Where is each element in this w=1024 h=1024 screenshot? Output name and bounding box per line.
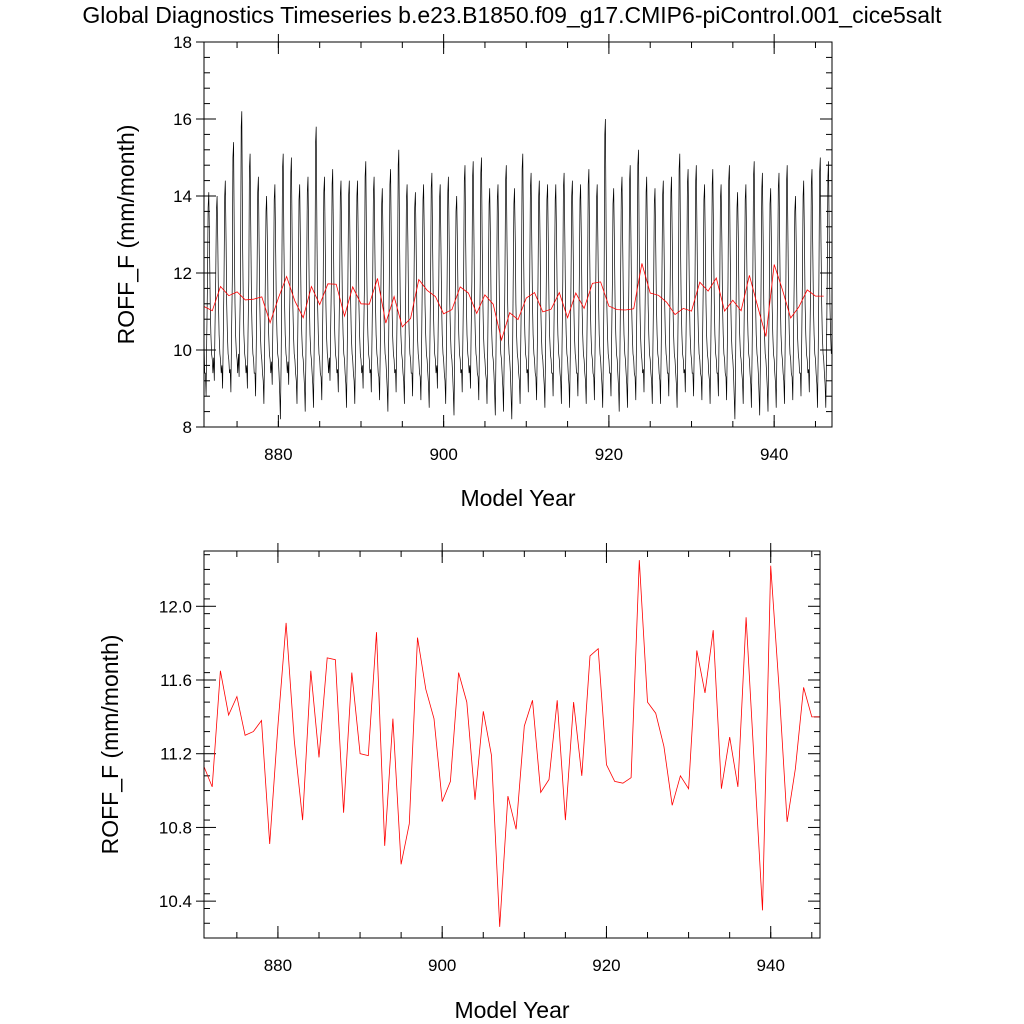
top-x-tick-label: 920 (595, 445, 623, 464)
top-plot-frame (203, 41, 833, 428)
top-y-axis-title: ROFF_F (mm/month) (113, 125, 139, 345)
top-x-tick-label: 880 (264, 445, 292, 464)
top-x-tick-label: 940 (760, 445, 788, 464)
bottom-x-tick-label: 900 (428, 956, 456, 975)
bottom-y-tick-label: 10.4 (159, 892, 192, 911)
top-y-tick-label: 10 (173, 341, 192, 360)
top-y-major-ticks (196, 41, 832, 428)
top-panel: 880 900 920 940 8 10 12 14 16 18 Model Year ROFF_F … (113, 33, 833, 511)
bottom-y-tick-label: 11.6 (160, 671, 192, 690)
bottom-annual-mean-series-line (204, 560, 820, 927)
bottom-x-tick-label: 920 (592, 956, 620, 975)
bottom-y-tick-label: 11.2 (160, 745, 192, 764)
top-y-tick-label: 16 (173, 110, 192, 129)
top-y-tick-label: 14 (173, 187, 192, 206)
page-title: Global Diagnostics Timeseries b.e23.B185… (82, 2, 942, 28)
bottom-y-tick-label: 10.8 (159, 818, 192, 837)
bottom-x-major-ticks (277, 543, 772, 938)
top-annual-mean-series-line (204, 263, 824, 342)
bottom-y-axis-title: ROFF_F (mm/month) (97, 635, 123, 855)
top-monthly-series-line (204, 111, 832, 420)
bottom-x-tick-label: 940 (757, 956, 785, 975)
bottom-x-axis-title: Model Year (454, 997, 569, 1023)
bottom-y-major-ticks (196, 605, 820, 902)
top-y-tick-label: 18 (173, 33, 192, 52)
bottom-y-minor-ticks (204, 554, 820, 939)
top-x-major-ticks (277, 34, 775, 427)
bottom-x-minor-ticks (236, 551, 813, 938)
top-y-minor-ticks (204, 41, 832, 428)
top-x-axis-title: Model Year (460, 485, 575, 511)
bottom-y-tick-label: 12.0 (159, 597, 192, 616)
top-x-tick-label: 900 (429, 445, 457, 464)
bottom-x-tick-label: 880 (264, 956, 292, 975)
bottom-plot-frame (203, 550, 821, 939)
top-y-tick-label: 12 (173, 264, 192, 283)
bottom-panel: 880 900 920 940 10.4 10.8 11.2 11.6 12.0 Model Ye… (97, 543, 821, 1023)
top-y-tick-label: 8 (183, 418, 192, 437)
